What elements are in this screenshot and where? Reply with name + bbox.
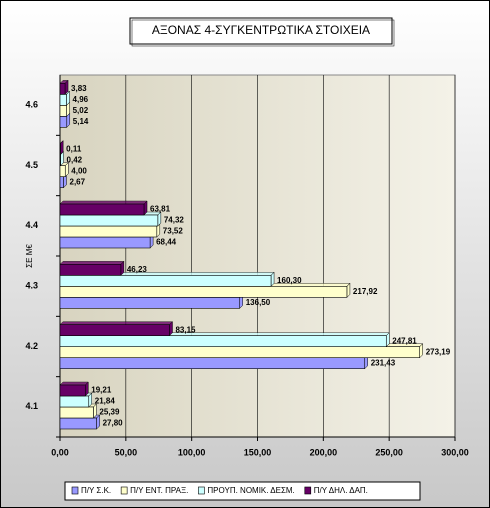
bar	[59, 236, 151, 249]
data-label: 74,32	[164, 216, 185, 225]
y-axis-label: ΣΕ Μ€	[25, 244, 34, 268]
data-label: 160,30	[277, 276, 302, 285]
data-label: 73,52	[163, 227, 184, 236]
data-label: 21,84	[95, 397, 116, 406]
x-tick-label: 200,00	[310, 447, 338, 457]
legend-label: ΠΡΟΥΠ. ΝΟΜΙΚ. ΔΕΣΜ.	[207, 486, 294, 495]
y-tick-label: 4.2	[25, 341, 38, 351]
data-label: 5,14	[73, 117, 89, 126]
x-tick-label: 100,00	[178, 447, 206, 457]
x-tick-label: 0,00	[51, 447, 69, 457]
bar	[59, 286, 348, 298]
bar	[59, 275, 272, 287]
bar	[59, 116, 68, 128]
data-label: 27,80	[103, 419, 124, 428]
bar	[59, 154, 61, 166]
bar	[59, 297, 241, 309]
x-tick-label: 50,00	[115, 447, 138, 457]
legend-box	[64, 481, 421, 501]
data-label: 0,11	[66, 144, 82, 153]
bar	[59, 203, 145, 216]
title-box	[129, 17, 393, 45]
x-tick-label: 300,00	[441, 447, 469, 457]
legend-label: Π/Υ ΕΝΤ. ΠΡΑΞ.	[130, 486, 188, 495]
data-label: 68,44	[156, 238, 177, 247]
data-label: 3,83	[71, 84, 87, 93]
y-tick-label: 4.4	[25, 220, 38, 230]
data-label: 63,81	[150, 205, 171, 214]
bar-depth	[59, 200, 148, 205]
bar	[59, 94, 67, 106]
legend-swatch	[304, 486, 312, 495]
data-label: 273,19	[426, 347, 451, 356]
data-label: 19,21	[91, 386, 112, 395]
x-tick-label: 250,00	[375, 447, 403, 457]
data-label: 46,23	[127, 265, 148, 274]
legend-swatch	[198, 486, 205, 495]
bar	[59, 417, 97, 430]
data-label: 4,96	[73, 95, 89, 104]
bar	[59, 395, 90, 408]
data-label: 2,67	[70, 177, 86, 186]
bar	[59, 143, 61, 155]
bar	[59, 105, 67, 117]
bar-depth	[59, 381, 89, 386]
data-label: 25,39	[99, 408, 120, 417]
y-tick-label: 4.3	[25, 281, 38, 291]
bar	[59, 335, 387, 347]
title-shadow	[131, 19, 395, 47]
y-tick-label: 4.6	[25, 100, 38, 110]
bar	[59, 346, 421, 358]
data-label: 231,43	[371, 358, 396, 367]
bar	[59, 357, 366, 369]
bar	[59, 225, 158, 238]
data-label: 83,15	[175, 325, 196, 334]
data-label: 5,02	[73, 106, 89, 115]
y-tick-label: 4.1	[25, 401, 38, 411]
chart-title: ΑΞΟΝΑΣ 4-ΣΥΓΚΕΝΤΡΩΤΙΚΑ ΣΤΟΙΧΕΙΑ	[152, 23, 370, 37]
y-tick-label: 4.5	[25, 160, 38, 170]
legend-swatch	[71, 486, 79, 495]
bar	[59, 384, 86, 397]
bar	[59, 83, 66, 95]
bar	[59, 324, 170, 336]
bar	[59, 406, 94, 419]
bar-depth	[59, 261, 125, 265]
legend-swatch	[120, 486, 128, 495]
data-label: 4,00	[71, 166, 87, 175]
legend-label: Π/Υ Σ.Κ.	[81, 486, 111, 495]
data-label: 0,42	[67, 155, 83, 164]
data-label: 217,92	[353, 287, 378, 296]
bar	[59, 264, 122, 276]
bar	[59, 214, 159, 227]
bar-depth	[59, 321, 174, 325]
data-label: 247,81	[392, 336, 417, 345]
legend-label: Π/Υ ΔΗΛ. ΔΑΠ.	[314, 486, 368, 495]
data-label: 136,50	[246, 298, 271, 307]
bar	[59, 176, 64, 188]
bar	[59, 165, 66, 177]
x-tick-label: 150,00	[244, 447, 272, 457]
